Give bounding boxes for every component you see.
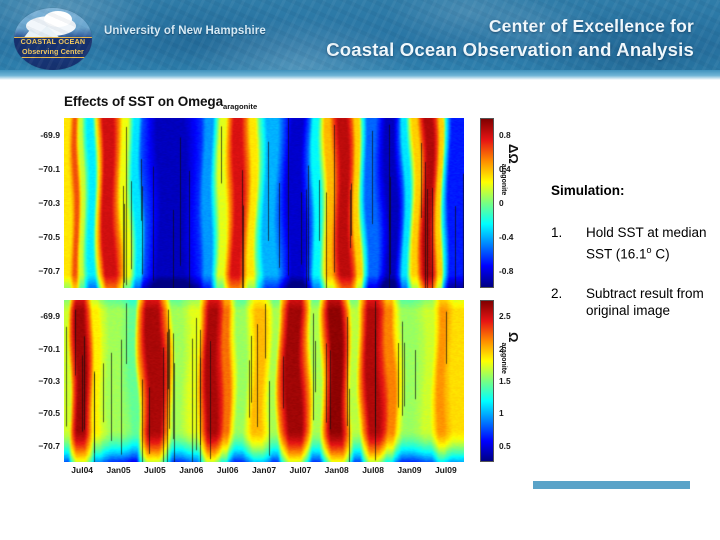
colorbar-tick-label: -0.8 (499, 266, 514, 276)
x-axis-tick-label: Jul08 (362, 465, 384, 475)
center-title-line1: Center of Excellence for (488, 16, 694, 36)
colorbar-label-symbol: Ω (506, 332, 521, 343)
x-axis-tick-label: Jan05 (106, 465, 131, 475)
logo-band (14, 37, 92, 58)
heatmap-panel-top (64, 118, 464, 288)
logo-text-line2: Observing Center (22, 47, 84, 56)
center-title: Center of Excellence for Coastal Ocean O… (326, 14, 694, 62)
colorbar-tick-label: 0.8 (499, 130, 511, 140)
y-axis-tick-label: -69.9 (40, 311, 60, 322)
x-axis-tick-label: Jul07 (289, 465, 312, 475)
accent-bar (533, 481, 690, 489)
colorbar-tick-label: -0.4 (499, 232, 514, 242)
x-axis-tick-label: Jul05 (144, 465, 166, 475)
colorbar-tick-label: 0.5 (499, 440, 511, 451)
colorbar-tick-label: 0.4 (499, 164, 511, 174)
header-banner: COASTAL OCEAN Observing Center Universit… (0, 0, 720, 78)
simulation-block: Simulation: 1. Hold SST at median SST (1… (551, 183, 711, 342)
y-axis-tick-label: −70.7 (38, 440, 60, 451)
colorbar-tick-label: 1.5 (499, 376, 511, 386)
colorbar-label-symbol: ΔΩ (506, 144, 521, 164)
colorbar-top-label: ΔΩaragonite (500, 144, 521, 196)
coastal-ocean-observing-center-logo: COASTAL OCEAN Observing Center (14, 8, 92, 70)
colorbar-bottom (480, 300, 494, 462)
simulation-item-1-text-b: C) (651, 246, 670, 261)
heatmap-top-plot-area (64, 118, 464, 288)
colorbar-bottom-label: Ωaragonite (500, 332, 521, 374)
heatmap-canvas (64, 118, 464, 288)
simulation-item-2-number: 2. (551, 285, 563, 301)
simulation-item-1-text-a: Hold SST at median SST (16.1 (586, 225, 707, 261)
y-axis-tick-label: −70.1 (38, 164, 60, 174)
x-axis-tick-label: Jan07 (251, 465, 277, 475)
colorbar-tick-label: 2 (499, 343, 504, 354)
degree-symbol: o (646, 244, 652, 255)
x-axis-tick-label: Jul04 (71, 465, 94, 475)
figure-title-subscript: aragonite (222, 102, 258, 111)
heatmap-canvas (64, 300, 464, 462)
simulation-item-1-number: 1. (551, 225, 563, 240)
heatmap-panel-bottom (64, 300, 464, 462)
x-axis-tick-label: Jan06 (179, 465, 204, 475)
center-title-line2: Coastal Ocean Observation and Analysis (326, 39, 694, 60)
simulation-item-1: 1. Hold SST at median SST (16.1o C) (551, 224, 711, 263)
y-axis-tick-label: −70.5 (38, 408, 60, 419)
logo-oval: COASTAL OCEAN Observing Center (14, 8, 92, 70)
x-axis-tick-label: Jul09 (434, 465, 457, 475)
x-axis-tick-label: Jan09 (397, 465, 422, 475)
university-name: University of New Hampshire (104, 25, 266, 37)
y-axis-tick-label: −70.7 (38, 266, 60, 276)
logo-cloud-small-icon (44, 11, 72, 27)
y-axis-tick-label: -69.9 (40, 130, 60, 140)
y-axis-tick-label: −70.3 (38, 376, 60, 386)
colorbar-tick-label: 1 (499, 408, 504, 419)
colorbar-label-subscript: aragonite (500, 342, 508, 374)
logo-text-line1: COASTAL OCEAN (20, 37, 86, 46)
figure-title: Effects of SST on Omegaaragonite (64, 94, 258, 111)
colorbar-tick-label: 2.5 (499, 311, 511, 322)
figure-container: Effects of SST on Omegaaragonite -69.9 −7… (18, 84, 538, 484)
simulation-heading: Simulation: (551, 183, 625, 198)
simulation-item-2: 2. Subtract result from original image (551, 285, 711, 320)
figure-title-main: Effects of SST on Omega (64, 94, 223, 109)
x-axis-tick-label: Jan08 (324, 465, 349, 475)
colorbar-label-subscript: aragonite (500, 163, 508, 196)
heatmap-bottom-plot-area (64, 300, 464, 462)
y-axis-tick-label: −70.1 (38, 343, 60, 354)
y-axis-tick-label: −70.5 (38, 232, 60, 242)
banner-fade-divider (0, 70, 720, 80)
simulation-item-2-text: Subtract result from original image (586, 285, 704, 319)
x-axis-tick-label: Jul06 (216, 465, 239, 475)
colorbar-tick-label: 0 (499, 198, 504, 208)
simulation-item-1-text: Hold SST at median SST (16.1o C) (586, 224, 711, 263)
colorbar-top (480, 118, 494, 288)
y-axis-tick-label: −70.3 (38, 198, 60, 208)
